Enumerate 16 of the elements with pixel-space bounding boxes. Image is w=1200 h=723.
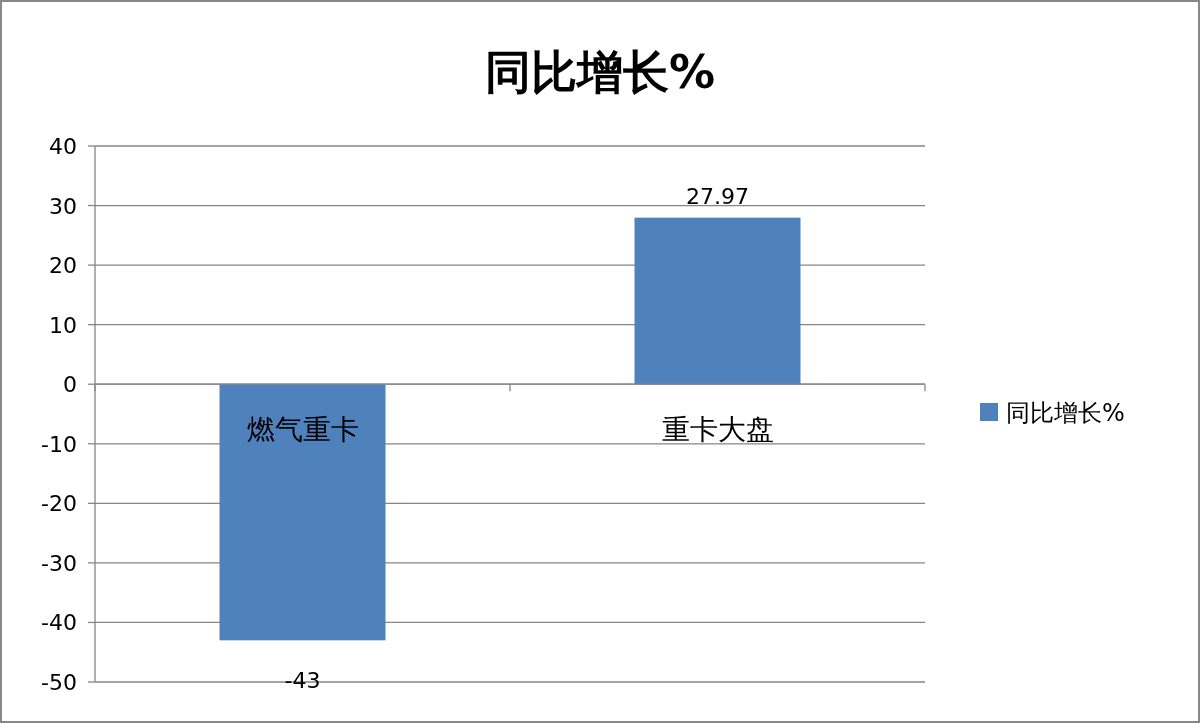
y-tick-label: -20 — [41, 491, 77, 517]
x-tick-label: 重卡大盘 — [661, 413, 774, 447]
y-tick-label: -30 — [41, 550, 77, 576]
y-tick-label: -10 — [41, 431, 77, 457]
y-tick-label: 0 — [63, 372, 77, 398]
y-tick-label: 40 — [49, 134, 77, 159]
data-label: -43 — [284, 668, 321, 694]
y-tick-label: -40 — [41, 610, 77, 636]
y-tick-label: -50 — [41, 670, 77, 695]
y-tick-label: 20 — [49, 253, 77, 279]
data-label: 27.97 — [686, 183, 749, 209]
y-tick-label: 10 — [49, 312, 77, 338]
y-tick-label: 30 — [49, 193, 77, 219]
x-tick-label: 燃气重卡 — [246, 413, 359, 447]
title: 同比增长% — [484, 45, 716, 99]
legend-label: 同比增长% — [1006, 399, 1125, 427]
